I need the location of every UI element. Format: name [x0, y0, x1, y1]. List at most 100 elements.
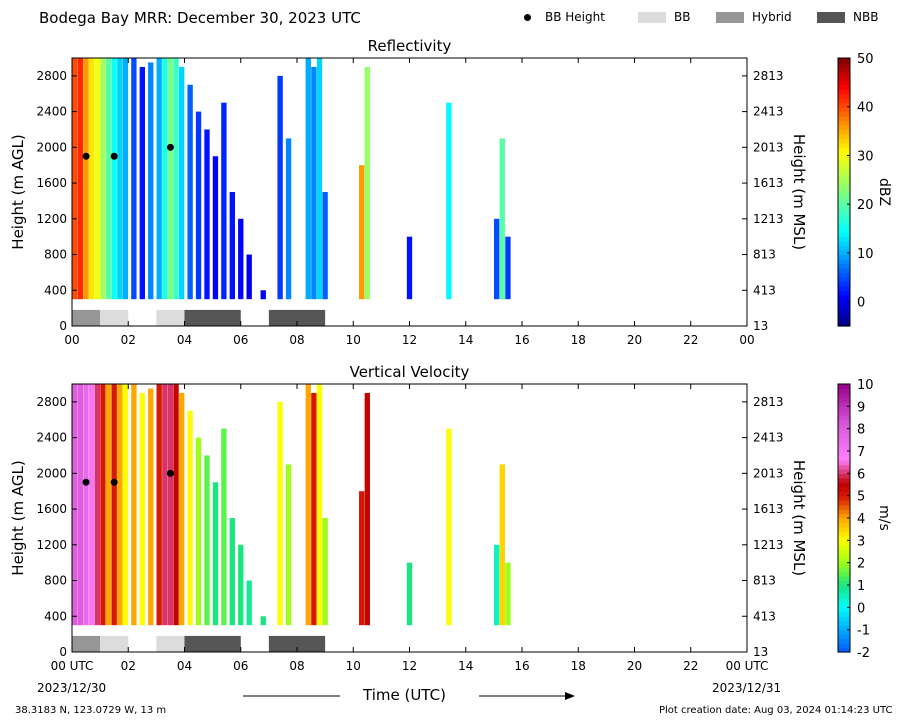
y-tick-right-label: 13: [753, 645, 768, 659]
legend-label: BB Height: [545, 10, 605, 24]
colorbar-segment: [838, 544, 850, 550]
y-tick-label: 2800: [36, 69, 67, 83]
echo-column: [316, 58, 323, 300]
colorbar-segment: [838, 205, 850, 211]
x-tick-label: 08: [289, 659, 304, 673]
colorbar-segment: [838, 236, 850, 242]
colorbar-tick-label: 0: [857, 296, 865, 311]
colorbar-segment: [838, 174, 850, 180]
legend-label: NBB: [853, 10, 879, 24]
echo-column: [117, 384, 123, 626]
colorbar-segment: [838, 406, 850, 412]
echo-column: [229, 518, 235, 626]
echo-column: [162, 384, 168, 626]
colorbar-segment: [838, 267, 850, 273]
echo-column: [77, 384, 84, 626]
x-tick-label: 04: [177, 333, 192, 347]
echo-column: [173, 58, 179, 300]
x-tick-label: 16: [514, 659, 529, 673]
bb-height-point: [166, 143, 174, 151]
echo-column: [277, 401, 283, 626]
colorbar-segment: [838, 178, 850, 184]
colorbar-segment: [838, 562, 850, 568]
y-tick-right-label: 2813: [753, 69, 784, 83]
echo-column: [229, 192, 235, 300]
colorbar-segment: [838, 192, 850, 198]
colorbar-segment: [838, 451, 850, 457]
colorbar-segment: [838, 93, 850, 99]
colorbar-tick-label: 30: [857, 149, 874, 164]
y-tick-right-label: 413: [753, 283, 776, 297]
y-tick-label: 1600: [36, 502, 67, 516]
colorbar-segment: [838, 111, 850, 117]
bb-type-segment: [100, 309, 129, 326]
echo-column: [94, 58, 100, 300]
echo-column: [195, 437, 202, 626]
colorbar-tick-label: 1: [857, 579, 865, 594]
echo-column: [359, 491, 365, 626]
y-tick-right-label: 813: [753, 574, 776, 588]
echo-column: [238, 544, 244, 626]
bb-height-point: [82, 478, 90, 486]
echo-column: [221, 428, 227, 626]
colorbar-segment: [838, 598, 850, 604]
bb-height-point: [110, 478, 118, 486]
y-tick-label: 2400: [36, 431, 67, 445]
colorbar-segment: [838, 187, 850, 193]
colorbar-tick-label: 50: [857, 52, 874, 67]
x-tick-label: 22: [683, 659, 698, 673]
colorbar-segment: [838, 218, 850, 224]
colorbar-segment: [838, 558, 850, 564]
x-tick-label: 00: [64, 333, 79, 347]
echo-column: [187, 410, 193, 626]
x-tick-label: 20: [627, 659, 642, 673]
colorbar-segment: [838, 571, 850, 577]
colorbar-segment: [838, 526, 850, 532]
echo-column: [260, 616, 266, 626]
x-tick-label: 12: [402, 333, 417, 347]
colorbar-segment: [838, 638, 850, 644]
colorbar-label: dBZ: [876, 178, 892, 206]
colorbar-segment: [838, 276, 850, 282]
colorbar-segment: [838, 214, 850, 220]
echo-column: [494, 544, 500, 626]
echo-column: [238, 218, 244, 300]
bb-type-segment: [100, 635, 129, 652]
echo-column: [89, 58, 95, 300]
colorbar-segment: [838, 580, 850, 586]
bb-type-segment: [72, 635, 101, 652]
colorbar-segment: [838, 401, 850, 407]
y-tick-right-label: 1213: [753, 212, 784, 226]
colorbar-segment: [838, 625, 850, 631]
echo-column: [221, 102, 227, 300]
colorbar-segment: [838, 464, 850, 470]
bb-height-marker-icon: [524, 13, 531, 21]
y-tick-label: 800: [44, 248, 67, 262]
colorbar-segment: [838, 500, 850, 506]
colorbar-segment: [838, 410, 850, 416]
colorbar-segment: [838, 165, 850, 171]
bb-type-segment: [184, 309, 241, 326]
x-tick-label: 02: [121, 333, 136, 347]
y-axis-label: Height (m AGL): [9, 460, 27, 575]
colorbar-segment: [838, 602, 850, 608]
colorbar-segment: [838, 392, 850, 398]
echo-column: [72, 58, 78, 300]
y-tick-right-label: 2013: [753, 466, 784, 480]
bb-type-segment: [72, 309, 101, 326]
echo-column: [364, 66, 370, 300]
colorbar-segment: [838, 107, 850, 113]
colorbar-segment: [838, 245, 850, 251]
x-tick-label: 08: [289, 333, 304, 347]
colorbar-segment: [838, 585, 850, 591]
colorbar-tick-label: 9: [857, 400, 865, 415]
colorbar-segment: [838, 227, 850, 233]
colorbar-frame: [837, 57, 851, 327]
echo-column: [406, 236, 413, 300]
echo-column: [100, 58, 106, 300]
echo-column: [167, 58, 174, 300]
hybrid-swatch-icon: [716, 11, 744, 23]
echo-column: [89, 384, 95, 626]
